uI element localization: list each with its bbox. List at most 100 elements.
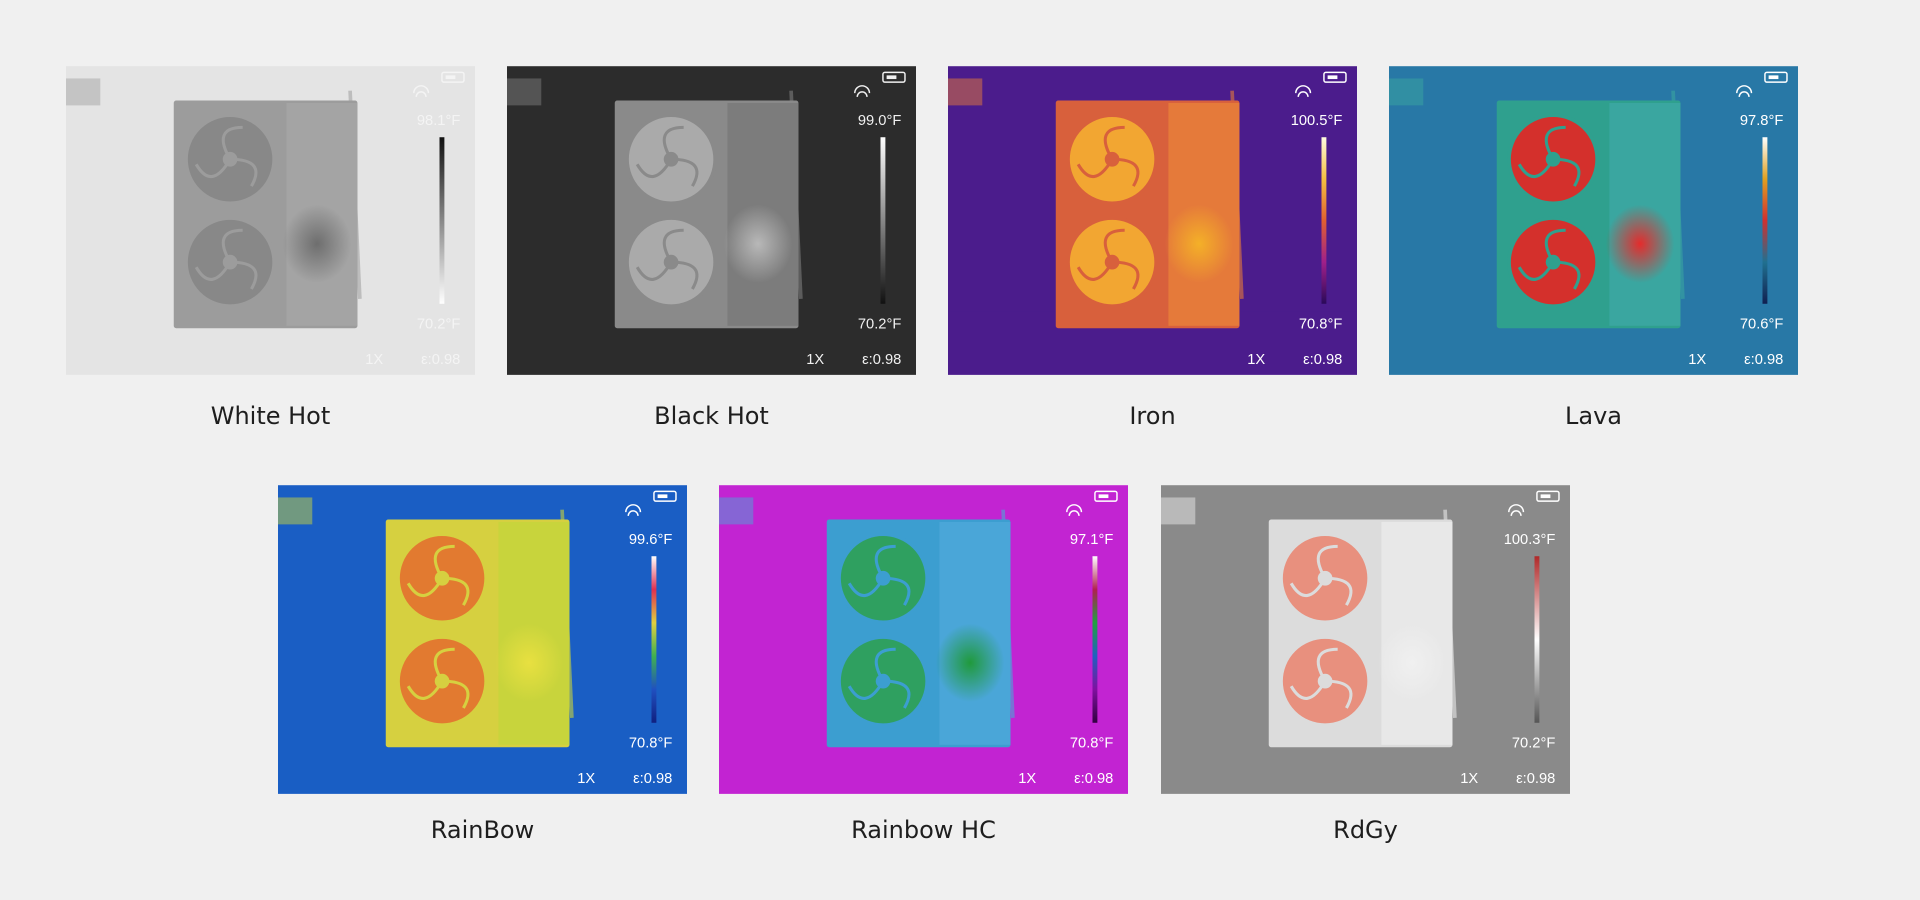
min-temp: 70.8°F [1299, 316, 1342, 332]
palette-label: RainBow [430, 816, 535, 844]
window [66, 78, 101, 106]
color-bar [880, 137, 886, 304]
palette-label: White Hot [210, 402, 331, 430]
min-temp: 70.8°F [1070, 735, 1113, 751]
min-temp: 70.6°F [1740, 316, 1783, 332]
min-temp: 70.8°F [629, 735, 672, 751]
hot-spot [1377, 623, 1447, 702]
battery [653, 490, 677, 502]
thermal-image: 97.8°F 70.6°F 1X ε:0.98 [1389, 66, 1798, 375]
fan-hub [875, 673, 891, 689]
window [507, 78, 542, 106]
battery-level [1098, 494, 1109, 499]
battery [1536, 490, 1560, 502]
emissivity: ε:0.98 [421, 352, 460, 368]
battery-level [886, 75, 897, 80]
palette-label: RdGy [1333, 816, 1398, 844]
zoom: 1X [1247, 352, 1265, 368]
wifi [413, 85, 430, 97]
fan-hub [1104, 254, 1120, 270]
max-temp: 99.6°F [629, 532, 672, 548]
fan-hub [1104, 151, 1120, 167]
wifi [1295, 85, 1312, 97]
emissivity: ε:0.98 [1516, 771, 1555, 787]
battery [441, 71, 465, 83]
battery [1094, 490, 1118, 502]
thermal-view: 100.5°F 70.8°F 1X ε:0.98 [948, 66, 1357, 375]
thermal-image: 99.0°F 70.2°F 1X ε:0.98 [507, 66, 916, 375]
window [948, 78, 983, 106]
battery-level [445, 75, 456, 80]
max-temp: 100.3°F [1504, 532, 1556, 548]
emissivity: ε:0.98 [1744, 352, 1783, 368]
fan-hub [434, 570, 450, 586]
wifi [1066, 504, 1083, 516]
emissivity: ε:0.98 [1074, 771, 1113, 787]
wifi [854, 85, 871, 97]
zoom: 1X [365, 352, 383, 368]
color-bar [1762, 137, 1768, 304]
thermal-view: 98.1°F 70.2°F 1X ε:0.98 [66, 66, 475, 375]
color-bar [651, 556, 657, 723]
zoom: 1X [1460, 771, 1478, 787]
hot-spot [935, 623, 1005, 702]
thermal-image: 99.6°F 70.8°F 1X ε:0.98 [278, 485, 687, 794]
battery [882, 71, 906, 83]
battery-level [1768, 75, 1779, 80]
min-temp: 70.2°F [858, 316, 901, 332]
fan-hub [222, 151, 238, 167]
window [719, 497, 754, 525]
wifi [625, 504, 642, 516]
emissivity: ε:0.98 [1303, 352, 1342, 368]
window [1389, 78, 1424, 106]
hot-spot [1605, 204, 1675, 283]
min-temp: 70.2°F [417, 316, 460, 332]
zoom: 1X [1018, 771, 1036, 787]
battery-level [657, 494, 668, 499]
palette-label: Lava [1565, 402, 1622, 430]
max-temp: 97.1°F [1070, 532, 1113, 548]
fan-hub [1317, 570, 1333, 586]
battery-level [1327, 75, 1338, 80]
fan-hub [663, 254, 679, 270]
palette-label: Iron [1129, 402, 1176, 430]
fan-hub [1317, 673, 1333, 689]
fan-hub [222, 254, 238, 270]
hot-spot [494, 623, 564, 702]
color-bar [1092, 556, 1098, 723]
thermal-image: 100.5°F 70.8°F 1X ε:0.98 [948, 66, 1357, 375]
battery-level [1540, 494, 1551, 499]
hot-spot [1164, 204, 1234, 283]
thermal-view: 99.0°F 70.2°F 1X ε:0.98 [507, 66, 916, 375]
thermal-image: 97.1°F 70.8°F 1X ε:0.98 [719, 485, 1128, 794]
color-bar [439, 137, 445, 304]
fan-hub [1545, 151, 1561, 167]
zoom: 1X [806, 352, 824, 368]
color-bar [1534, 556, 1540, 723]
wifi [1508, 504, 1525, 516]
wifi [1736, 85, 1753, 97]
thermal-view: 100.3°F 70.2°F 1X ε:0.98 [1161, 485, 1570, 794]
thermal-view: 99.6°F 70.8°F 1X ε:0.98 [278, 485, 687, 794]
max-temp: 99.0°F [858, 113, 901, 129]
fan-hub [434, 673, 450, 689]
zoom: 1X [1688, 352, 1706, 368]
battery [1323, 71, 1347, 83]
thermal-view: 97.8°F 70.6°F 1X ε:0.98 [1389, 66, 1798, 375]
hot-spot [723, 204, 793, 283]
max-temp: 97.8°F [1740, 113, 1783, 129]
thermal-image: 100.3°F 70.2°F 1X ε:0.98 [1161, 485, 1570, 794]
fan-hub [875, 570, 891, 586]
thermal-view: 97.1°F 70.8°F 1X ε:0.98 [719, 485, 1128, 794]
window [1161, 497, 1196, 525]
fan-hub [663, 151, 679, 167]
emissivity: ε:0.98 [862, 352, 901, 368]
max-temp: 98.1°F [417, 113, 460, 129]
max-temp: 100.5°F [1291, 113, 1343, 129]
battery [1764, 71, 1788, 83]
zoom: 1X [577, 771, 595, 787]
palette-label: Black Hot [654, 402, 769, 430]
palette-label: Rainbow HC [851, 816, 996, 844]
hot-spot [282, 204, 352, 283]
